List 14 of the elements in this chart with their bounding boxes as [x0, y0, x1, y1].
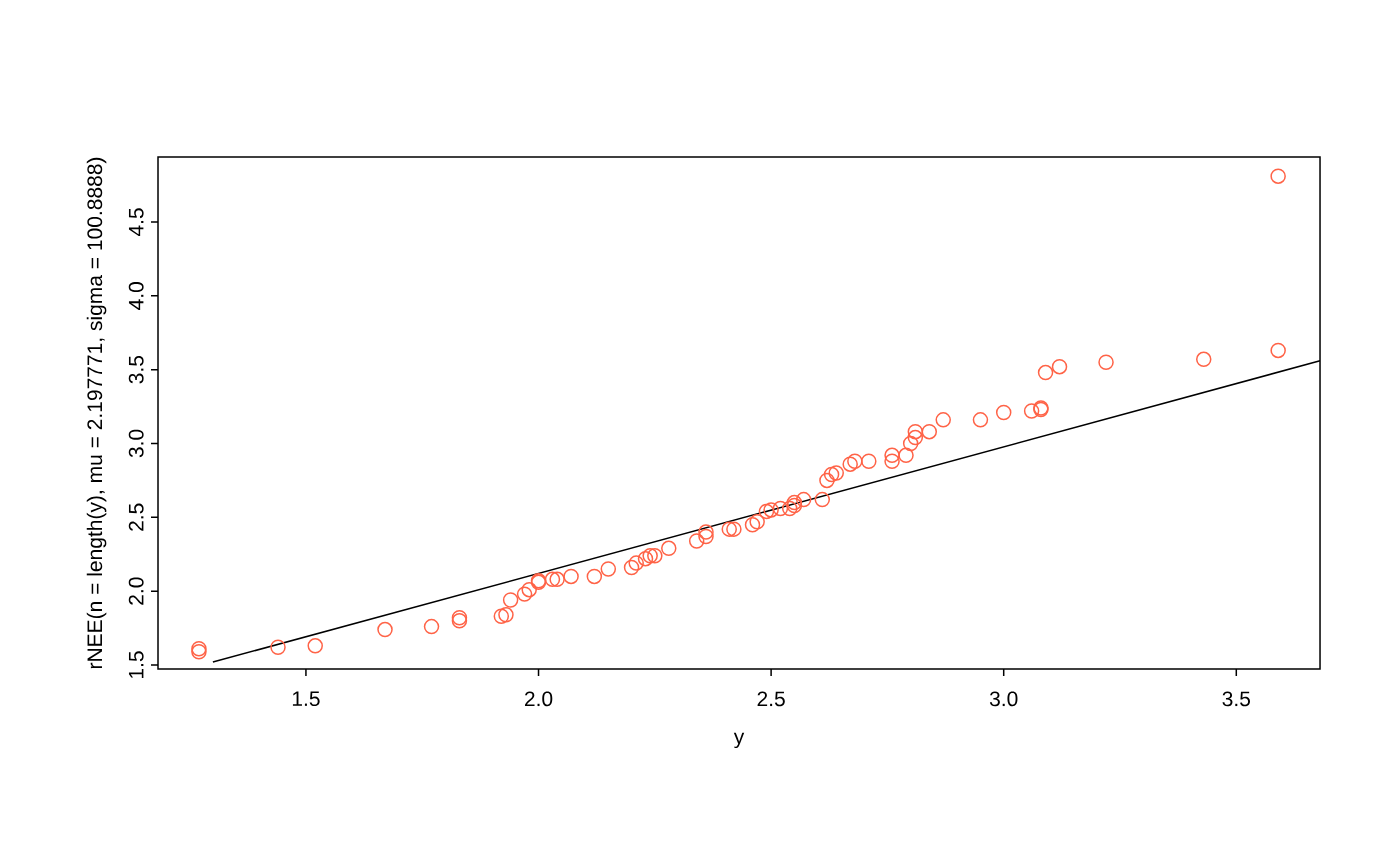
y-tick-label: 3.0: [128, 429, 144, 458]
y-tick-label: 4.0: [128, 282, 144, 310]
x-tick-label: 2.5: [757, 691, 785, 707]
y-tick-label: 2.5: [128, 503, 144, 531]
y-tick-label: 1.5: [128, 651, 144, 679]
x-tick-label: 3.0: [989, 691, 1018, 707]
y-tick-label: 4.5: [128, 208, 144, 237]
y-axis-title: rNEE(n = length(y), mu = 2.197771, sigma = 100.8888): [86, 157, 107, 669]
x-tick-label: 3.5: [1222, 691, 1250, 707]
x-axis-title: y: [733, 732, 745, 749]
y-tick-label: 2.0: [128, 577, 144, 605]
y-tick-label: 3.5: [128, 355, 144, 384]
x-tick-label: 2.0: [524, 691, 553, 707]
x-tick-label: 1.5: [292, 691, 320, 707]
